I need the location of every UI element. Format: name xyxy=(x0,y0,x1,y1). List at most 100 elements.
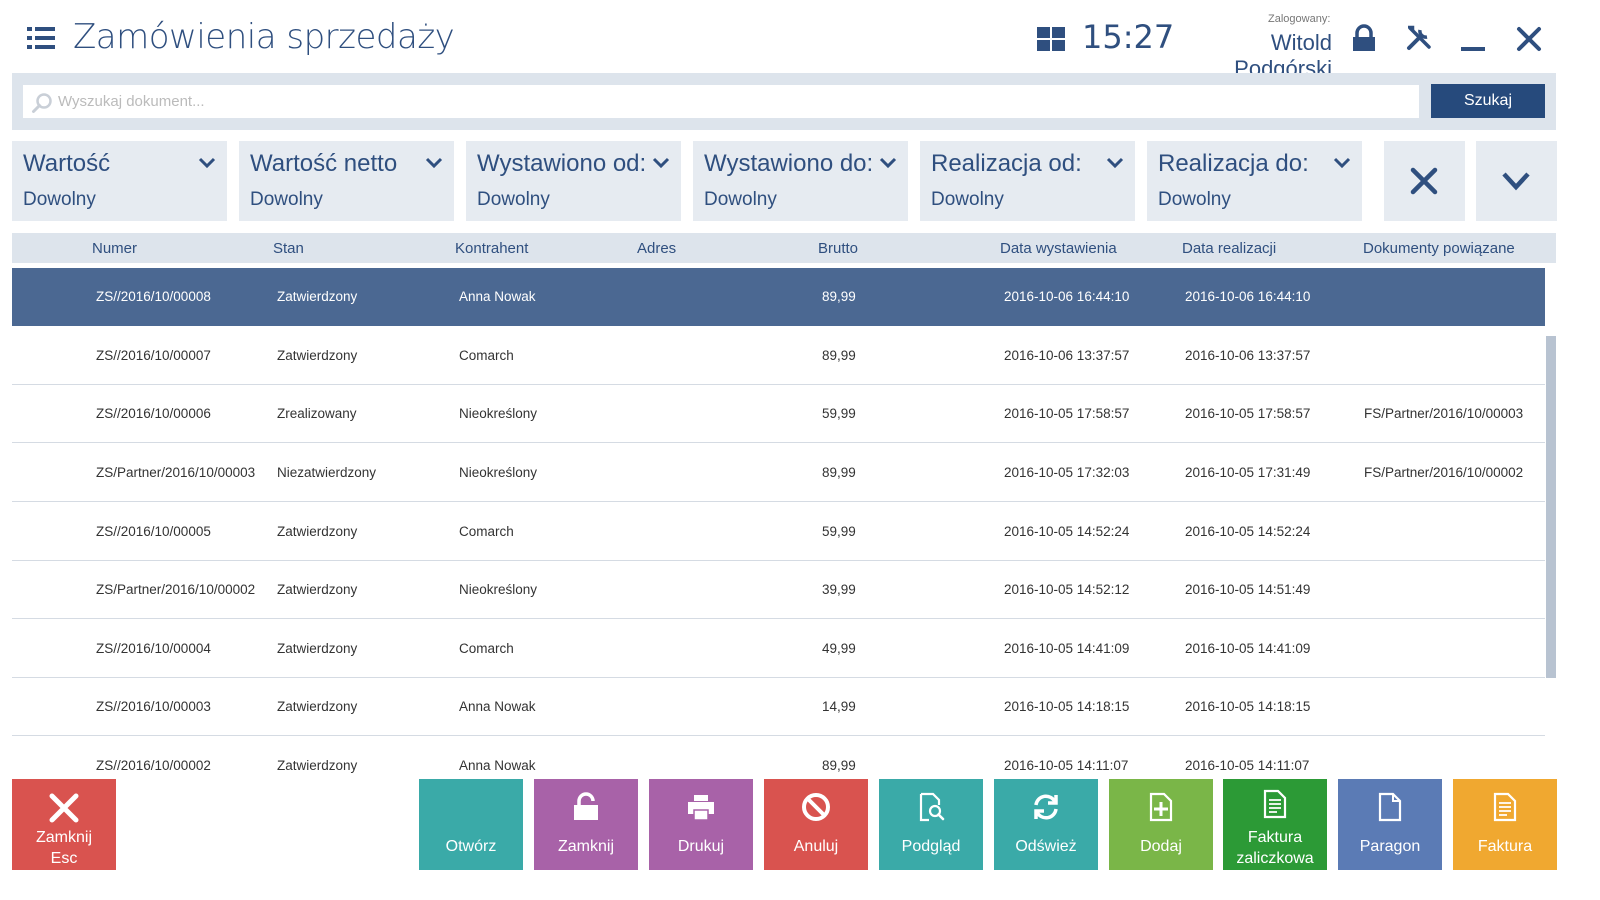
column-header-brutto[interactable]: Brutto xyxy=(818,240,859,257)
table-row[interactable]: ZS//2016/10/00004 Zatwierdzony Comarch 4… xyxy=(12,620,1545,678)
receipt-icon xyxy=(1378,792,1402,822)
cell-data-realizacji: 2016-10-05 17:31:49 xyxy=(1185,465,1311,480)
cell-brutto: 49,99 xyxy=(822,641,856,656)
column-header-kontrahent[interactable]: Kontrahent xyxy=(455,240,529,257)
tile-label: Zamknij xyxy=(35,829,92,846)
chevron-down-icon xyxy=(425,157,443,169)
search-input[interactable] xyxy=(58,85,1408,118)
preview-button[interactable]: Podgląd xyxy=(879,779,983,870)
filter-realizacja-od[interactable]: Realizacja od: Dowolny xyxy=(920,141,1135,221)
filter-label: Wystawiono od: xyxy=(477,150,647,177)
cell-kontrahent: Anna Nowak xyxy=(459,699,536,714)
filter-wystawiono-do[interactable]: Wystawiono do: Dowolny xyxy=(693,141,908,221)
table-row[interactable]: ZS//2016/10/00002 Zatwierdzony Anna Nowa… xyxy=(12,737,1545,773)
settings-tools-icon[interactable] xyxy=(1405,24,1435,54)
page-title: Zamówienia sprzedaży xyxy=(73,17,455,57)
filter-wartosc-netto[interactable]: Wartość netto Dowolny xyxy=(239,141,454,221)
cell-kontrahent: Comarch xyxy=(459,524,514,539)
cancel-order-button[interactable]: Anuluj xyxy=(764,779,868,870)
chevron-down-icon xyxy=(1502,172,1530,191)
advance-invoice-button[interactable]: Faktura zaliczkowa xyxy=(1223,779,1327,870)
close-icon xyxy=(49,793,79,823)
table-row[interactable]: ZS//2016/10/00006 Zrealizowany Nieokreśl… xyxy=(12,385,1545,443)
tile-label-line2: zaliczkowa xyxy=(1236,850,1314,867)
orders-table: ZS//2016/10/00008 Zatwierdzony Anna Nowa… xyxy=(12,268,1556,773)
filter-wystawiono-od[interactable]: Wystawiono od: Dowolny xyxy=(466,141,681,221)
cell-kontrahent: Nieokreślony xyxy=(459,582,538,597)
chevron-down-icon xyxy=(652,157,670,169)
table-scrollbar[interactable] xyxy=(1546,336,1556,678)
cell-data-realizacji: 2016-10-05 14:51:49 xyxy=(1185,582,1311,597)
table-row[interactable]: ZS/Partner/2016/10/00003 Niezatwierdzony… xyxy=(12,444,1545,502)
menu-icon[interactable] xyxy=(27,27,55,49)
tile-label: Faktura xyxy=(1247,829,1303,846)
search-field xyxy=(23,85,1419,118)
cell-brutto: 89,99 xyxy=(822,348,856,363)
tiles-view-icon[interactable] xyxy=(1037,27,1065,51)
close-app-icon[interactable] xyxy=(1515,24,1545,54)
print-button[interactable]: Drukuj xyxy=(649,779,753,870)
cell-kontrahent: Anna Nowak xyxy=(459,289,536,304)
filter-label: Wystawiono do: xyxy=(704,150,874,177)
search-bar: Szukaj xyxy=(12,73,1556,130)
cell-kontrahent: Nieokreślony xyxy=(459,465,538,480)
filter-label: Wartość xyxy=(23,150,111,177)
column-header-numer[interactable]: Numer xyxy=(92,240,138,257)
cell-data-realizacji: 2016-10-06 16:44:10 xyxy=(1185,289,1311,304)
chevron-down-icon xyxy=(1106,157,1124,169)
more-filters-button[interactable] xyxy=(1476,141,1557,221)
cell-stan: Zatwierdzony xyxy=(277,641,358,656)
cell-data-wystawienia: 2016-10-05 17:58:57 xyxy=(1004,406,1130,421)
cell-dokumenty[interactable]: FS/Partner/2016/10/00003 xyxy=(1364,406,1524,421)
cell-data-realizacji: 2016-10-05 14:18:15 xyxy=(1185,699,1311,714)
table-row[interactable]: ZS//2016/10/00008 Zatwierdzony Anna Nowa… xyxy=(12,268,1545,326)
column-header-dokumenty-powiazane[interactable]: Dokumenty powiązane xyxy=(1363,240,1515,257)
tile-label: Paragon xyxy=(1359,838,1421,855)
chevron-down-icon xyxy=(879,157,897,169)
chevron-down-icon xyxy=(198,157,216,169)
column-header-data-wystawienia[interactable]: Data wystawienia xyxy=(1000,240,1117,257)
invoice-button[interactable]: Faktura xyxy=(1453,779,1557,870)
cell-brutto: 89,99 xyxy=(822,289,856,304)
refresh-button[interactable]: Odśwież xyxy=(994,779,1098,870)
table-row[interactable]: ZS/Partner/2016/10/00002 Zatwierdzony Ni… xyxy=(12,561,1545,619)
column-header-stan[interactable]: Stan xyxy=(273,240,304,257)
filter-wartosc[interactable]: Wartość Dowolny xyxy=(12,141,227,221)
tile-label: Anuluj xyxy=(793,838,839,855)
add-button[interactable]: Dodaj xyxy=(1109,779,1213,870)
cell-numer: ZS//2016/10/00005 xyxy=(96,524,211,539)
lock-icon[interactable] xyxy=(1350,24,1380,54)
table-row[interactable]: ZS//2016/10/00005 Zatwierdzony Comarch 5… xyxy=(12,503,1545,561)
filter-label: Realizacja od: xyxy=(931,150,1082,177)
column-header-adres[interactable]: Adres xyxy=(637,240,677,257)
cell-brutto: 89,99 xyxy=(822,758,856,773)
clear-filters-button[interactable] xyxy=(1384,141,1465,221)
open-button[interactable]: Otwórz xyxy=(419,779,523,870)
cell-data-wystawienia: 2016-10-05 14:52:24 xyxy=(1004,524,1130,539)
cell-stan: Zatwierdzony xyxy=(277,699,358,714)
tile-shortcut: Esc xyxy=(50,850,78,867)
table-header: Numer Stan Kontrahent Adres Brutto Data … xyxy=(12,233,1556,263)
clear-icon xyxy=(1410,167,1438,195)
cancel-icon xyxy=(802,793,830,821)
table-row[interactable]: ZS//2016/10/00007 Zatwierdzony Comarch 8… xyxy=(12,327,1545,385)
tile-label: Otwórz xyxy=(445,838,497,855)
cell-brutto: 59,99 xyxy=(822,406,856,421)
cell-data-wystawienia: 2016-10-05 17:32:03 xyxy=(1004,465,1130,480)
cell-data-wystawienia: 2016-10-06 13:37:57 xyxy=(1004,348,1130,363)
table-row[interactable]: ZS//2016/10/00003 Zatwierdzony Anna Nowa… xyxy=(12,678,1545,736)
cell-dokumenty[interactable]: FS/Partner/2016/10/00002 xyxy=(1364,465,1524,480)
filter-realizacja-do[interactable]: Realizacja do: Dowolny xyxy=(1147,141,1362,221)
minimize-icon[interactable] xyxy=(1460,24,1490,54)
receipt-button[interactable]: Paragon xyxy=(1338,779,1442,870)
cell-stan: Zatwierdzony xyxy=(277,289,358,304)
close-window-button[interactable]: Zamknij Esc xyxy=(12,779,116,870)
cell-data-realizacji: 2016-10-05 14:41:09 xyxy=(1185,641,1311,656)
cell-brutto: 59,99 xyxy=(822,524,856,539)
search-button[interactable]: Szukaj xyxy=(1431,84,1545,118)
close-document-button[interactable]: Zamknij xyxy=(534,779,638,870)
cell-numer: ZS//2016/10/00004 xyxy=(96,641,211,656)
column-header-data-realizacji[interactable]: Data realizacji xyxy=(1182,240,1277,257)
cell-numer: ZS//2016/10/00006 xyxy=(96,406,211,421)
cell-brutto: 39,99 xyxy=(822,582,856,597)
